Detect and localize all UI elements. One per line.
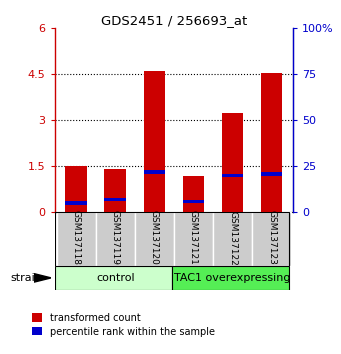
Bar xyxy=(104,198,126,201)
Bar xyxy=(65,201,87,205)
Text: GSM137118: GSM137118 xyxy=(72,210,80,266)
Polygon shape xyxy=(34,274,51,282)
Bar xyxy=(213,212,252,266)
Bar xyxy=(65,166,87,212)
Text: GSM137119: GSM137119 xyxy=(111,210,120,266)
Bar xyxy=(222,113,243,212)
Bar xyxy=(261,172,282,176)
Bar xyxy=(222,174,243,177)
Bar xyxy=(57,212,95,266)
Bar xyxy=(144,71,165,212)
Bar xyxy=(172,266,290,290)
Bar xyxy=(144,170,165,174)
Text: strain: strain xyxy=(10,273,42,283)
Text: control: control xyxy=(96,273,135,283)
Bar xyxy=(174,212,213,266)
Text: GSM137122: GSM137122 xyxy=(228,211,237,265)
Text: GSM137121: GSM137121 xyxy=(189,210,198,266)
Bar xyxy=(261,73,282,212)
Bar xyxy=(95,212,135,266)
Bar xyxy=(252,212,291,266)
Bar xyxy=(183,176,204,212)
Legend: transformed count, percentile rank within the sample: transformed count, percentile rank withi… xyxy=(32,313,214,337)
Bar xyxy=(104,170,126,212)
Bar xyxy=(183,200,204,203)
Title: GDS2451 / 256693_at: GDS2451 / 256693_at xyxy=(101,14,247,27)
Bar xyxy=(55,266,172,290)
Bar xyxy=(135,212,174,266)
Text: GSM137120: GSM137120 xyxy=(150,210,159,266)
Text: GSM137123: GSM137123 xyxy=(267,210,276,266)
Text: TAC1 overexpressing: TAC1 overexpressing xyxy=(174,273,291,283)
